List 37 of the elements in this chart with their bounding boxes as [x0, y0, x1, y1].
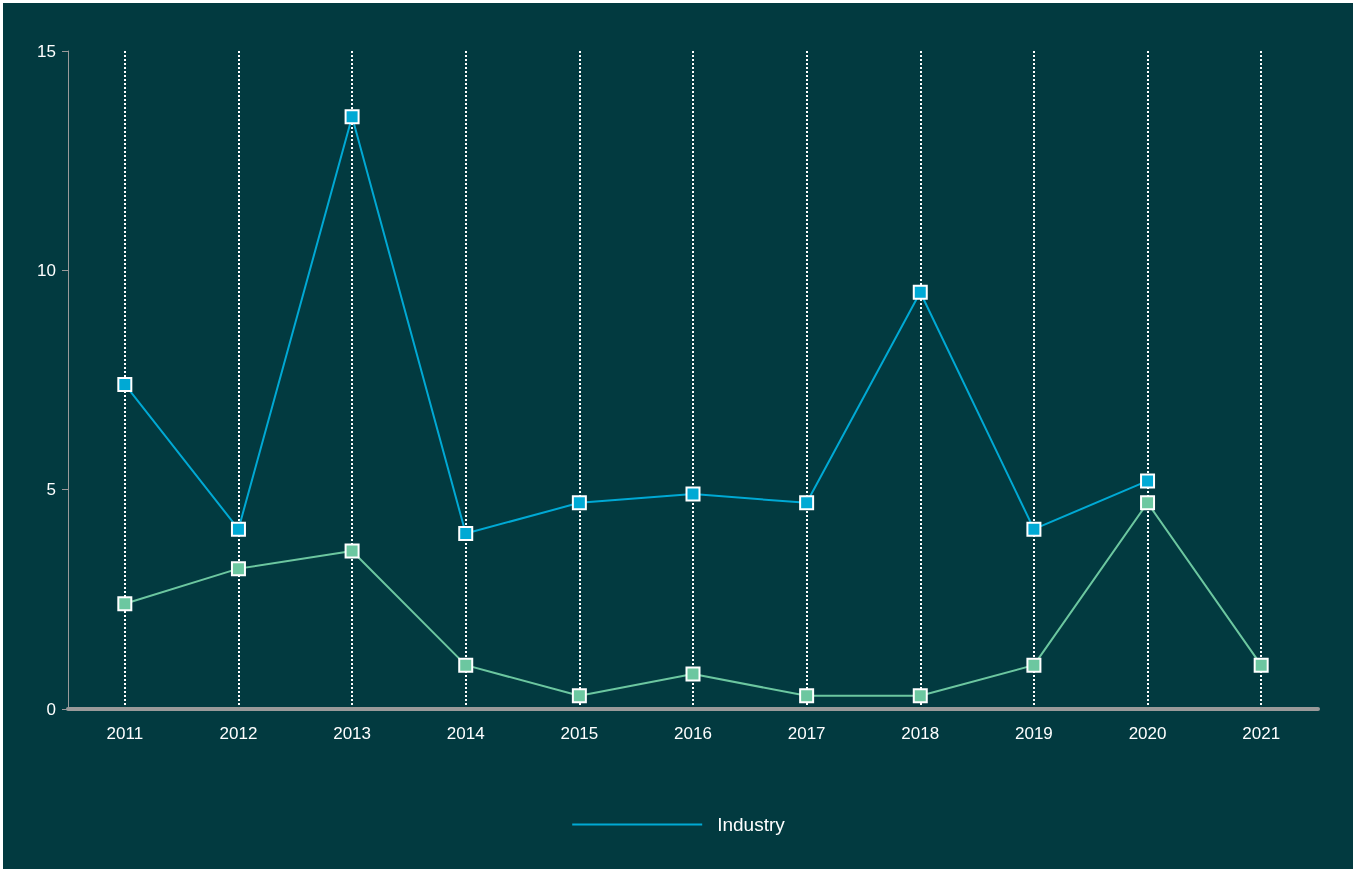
x-tick-label: 2016 [674, 724, 712, 743]
point [117, 376, 133, 392]
point [344, 109, 360, 125]
point [799, 495, 815, 511]
point [344, 543, 360, 559]
point [458, 657, 474, 673]
point [230, 561, 246, 577]
text: Industry [717, 814, 786, 835]
point [1026, 657, 1042, 673]
y-tick-label: 10 [37, 260, 56, 280]
point [571, 495, 587, 511]
x-tick-label: 2018 [901, 724, 940, 743]
x-tick-label: 2019 [1014, 724, 1053, 743]
point [1026, 521, 1042, 537]
y-tick-label: 15 [37, 41, 56, 61]
point [230, 521, 246, 537]
x-tick-label: 2020 [1128, 724, 1167, 743]
point [912, 284, 928, 300]
x-tick-label: 2011 [106, 724, 144, 743]
point [912, 688, 928, 704]
x-tick-label: 2017 [787, 724, 826, 743]
x-tick-label: 2013 [333, 724, 371, 743]
point [117, 596, 133, 612]
x-tick-label: 2021 [1242, 724, 1281, 743]
x-tick-label: 2015 [560, 724, 599, 743]
point [685, 486, 701, 502]
point [685, 666, 701, 682]
y-tick-label: 5 [46, 480, 56, 500]
point [1140, 473, 1156, 489]
point [458, 526, 474, 542]
point [1140, 495, 1156, 511]
point [799, 688, 815, 704]
x-tick-label: 2012 [219, 724, 258, 743]
point [1253, 657, 1269, 673]
x-tick-label: 2014 [446, 724, 485, 743]
point [571, 688, 587, 704]
y-tick-label: 0 [46, 699, 56, 719]
